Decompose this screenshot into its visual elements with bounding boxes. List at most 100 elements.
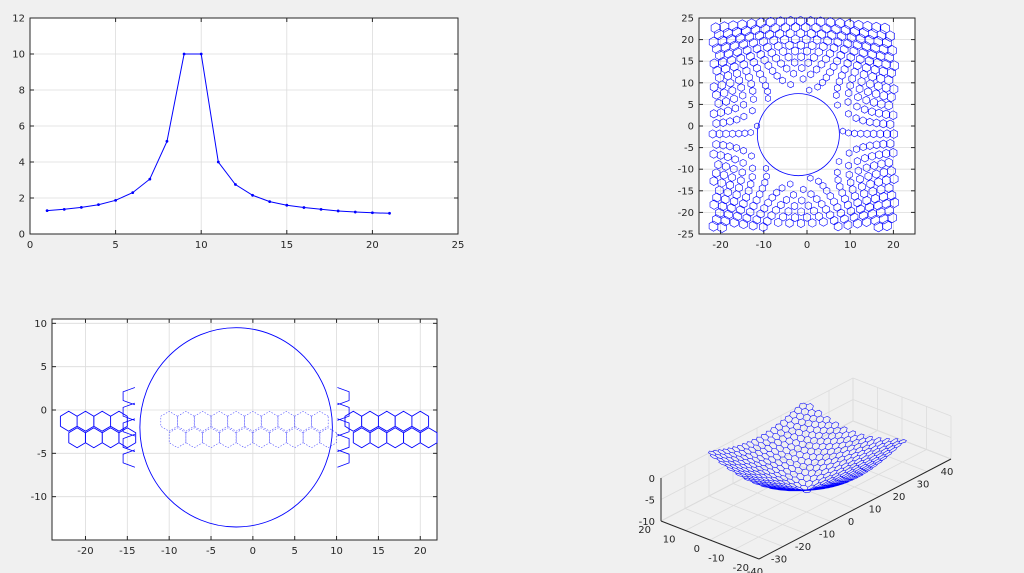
y-tick-label: 12 <box>12 14 25 25</box>
data-point <box>79 205 83 209</box>
x-tick-label: -10 <box>819 530 835 541</box>
x-tick-label: 15 <box>372 546 385 557</box>
y-tick-label: 10 <box>663 535 676 546</box>
x-tick-label: -40 <box>747 567 763 573</box>
circle-boundary <box>139 327 333 528</box>
warped-hexagons <box>337 387 350 468</box>
data-point <box>97 203 100 207</box>
data-point <box>114 198 117 202</box>
x-tick-label: 20 <box>893 492 906 503</box>
data-point <box>182 52 186 56</box>
axes-background <box>52 319 437 540</box>
x-tick-label: -15 <box>119 546 135 557</box>
z-tick-label: 0 <box>649 474 655 485</box>
x-tick-label: 10 <box>195 240 208 251</box>
data-point <box>199 52 203 56</box>
x-tick-label: 20 <box>366 240 379 251</box>
data-point <box>251 193 254 197</box>
inner-hexagons <box>160 410 337 449</box>
data-point <box>131 191 135 195</box>
data-point <box>216 160 220 164</box>
data-point <box>268 200 272 204</box>
y-tick-label: -10 <box>708 554 724 565</box>
y-tick-label: 10 <box>34 319 47 330</box>
data-point <box>45 209 49 213</box>
y-tick-label: -10 <box>31 492 47 503</box>
data-point <box>62 207 66 211</box>
x-tick-label: -20 <box>795 542 811 553</box>
x-tick-label: 0 <box>804 240 810 251</box>
data-point <box>353 210 357 214</box>
grid-line <box>852 377 952 417</box>
data-point <box>388 211 391 215</box>
y-tick-label: 20 <box>681 35 694 46</box>
x-tick-label: 15 <box>280 240 293 251</box>
hex-lattice <box>708 15 899 233</box>
grid-line <box>660 377 854 479</box>
grid-line <box>852 399 952 438</box>
y-tick-label: 10 <box>681 78 694 89</box>
y-tick-label: 0 <box>41 406 47 417</box>
y-tick-label: -20 <box>733 563 749 573</box>
x-tick-label: 0 <box>250 546 256 557</box>
x-tick-label: 10 <box>844 240 857 251</box>
top-right-hex-lattice-plot: -20 -10 0 10 20 -25 -20 -15 -10 -5 0 5 10 15 20 25 <box>678 14 916 251</box>
y-tick-label: 0 <box>688 122 694 133</box>
data-point <box>336 209 340 213</box>
x-tick-label: -10 <box>756 240 772 251</box>
y-tick-label: 5 <box>688 100 694 111</box>
x-tick-label: 0 <box>848 517 854 528</box>
y-tick-label: 8 <box>19 86 25 97</box>
y-tick-label: 15 <box>681 57 694 68</box>
x-tick-label: 20 <box>887 240 900 251</box>
x-tick-label: 0 <box>27 240 33 251</box>
axes-frame <box>51 318 438 541</box>
y-tick-label: 0 <box>694 544 700 555</box>
x-tick-label: 10 <box>869 505 882 516</box>
grid-line <box>685 430 878 531</box>
hole-circle <box>756 93 840 177</box>
x-tick-label: -20 <box>712 240 728 251</box>
x-tick-label: 25 <box>452 240 465 251</box>
y-axis <box>660 520 760 560</box>
x-tick-label: 5 <box>112 240 118 251</box>
y-tick-label: 25 <box>681 14 694 25</box>
y-tick-label: -10 <box>678 165 694 176</box>
bottom-left-hex-row-plot: -20 -15 -10 -5 0 5 10 15 20 -10 -5 0 5 10 <box>31 318 438 557</box>
y-tick-label: 20 <box>638 525 651 536</box>
x-tick-label: 40 <box>941 467 954 478</box>
x-tick-label: -20 <box>77 546 93 557</box>
x-tick-label: 30 <box>917 480 930 491</box>
y-tick-label: -5 <box>37 449 47 460</box>
z-tick-label: -5 <box>645 496 655 507</box>
x-tick-label: 20 <box>414 546 427 557</box>
y-tick-label: 6 <box>19 122 25 133</box>
x-tick-label: 10 <box>330 546 343 557</box>
y-tick-label: -15 <box>678 186 694 197</box>
z-tick-label: -10 <box>639 517 655 528</box>
data-point <box>302 206 306 209</box>
data-point <box>285 203 289 207</box>
x-tick-label: 5 <box>292 546 298 557</box>
x-tick-label: -10 <box>161 546 177 557</box>
axes-frame <box>698 17 916 235</box>
y-tick-label: 4 <box>19 158 25 169</box>
funnel-lattice <box>708 402 907 494</box>
data-point <box>148 177 152 181</box>
axes-frame <box>29 17 459 235</box>
top-left-line-chart: 0 5 10 15 20 25 0 2 4 6 8 10 12 <box>12 14 464 252</box>
y-tick-label: -25 <box>678 230 694 241</box>
y-tick-label: 10 <box>12 50 25 61</box>
data-point <box>165 139 169 143</box>
warped-hexagons <box>122 387 136 468</box>
y-tick-label: 5 <box>41 362 47 373</box>
y-tick-label: 0 <box>19 230 25 241</box>
y-tick-label: -5 <box>684 143 694 154</box>
data-point <box>234 183 237 186</box>
y-tick-label: -20 <box>678 208 694 219</box>
data-point <box>319 207 323 211</box>
x-axis <box>758 458 952 560</box>
outer-hexagons <box>59 410 438 449</box>
